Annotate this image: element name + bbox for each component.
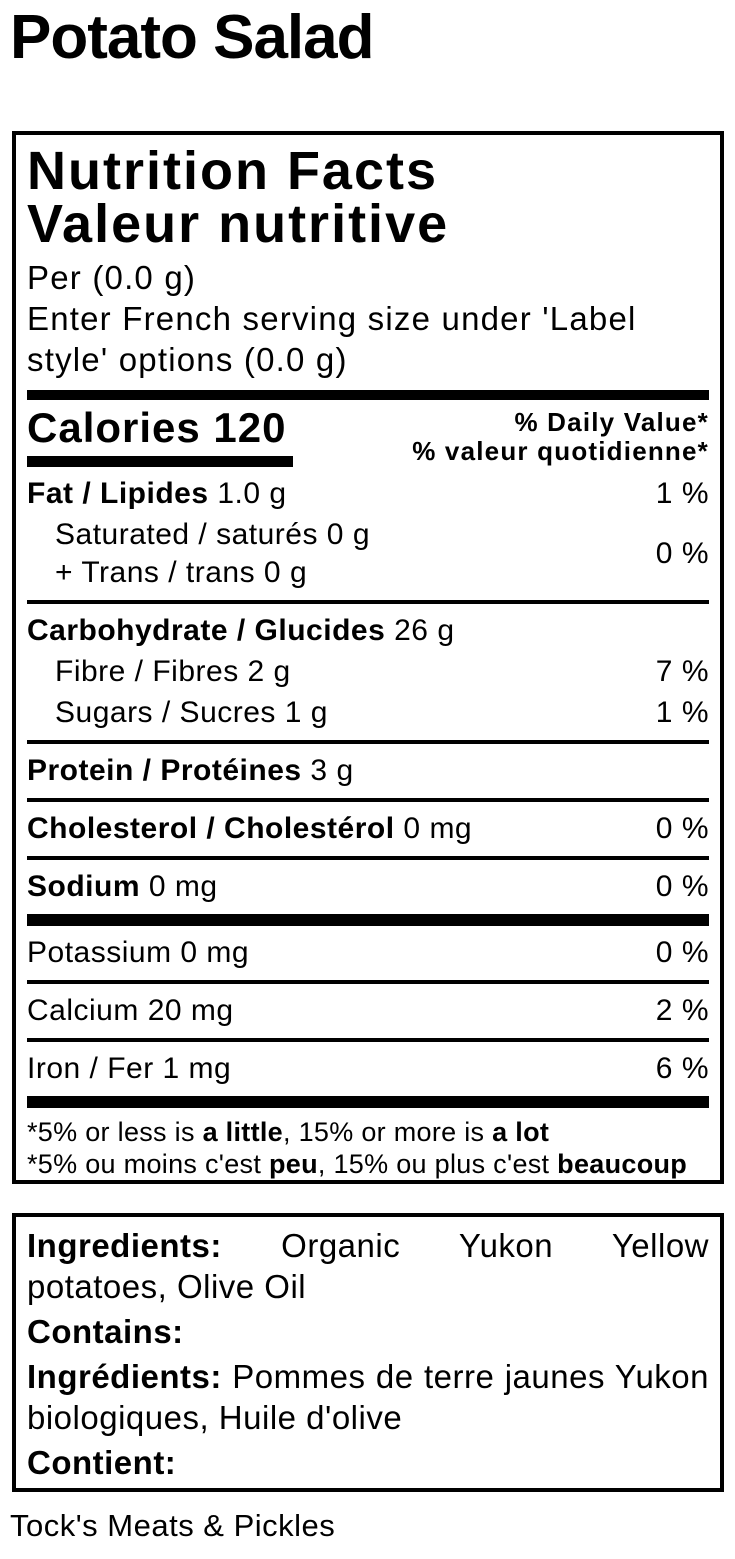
saturated-trans-label: Saturated / saturés 0 g + Trans / trans … [27,516,370,592]
ingredients-text-fr: Pommes de terre jaunes Yukon biologiques… [27,1358,710,1436]
nutrient-row-sodium: Sodium 0 mg 0 % [27,860,709,906]
daily-value-header: % Daily Value* % valeur quotidienne* [412,408,709,467]
serving-size-en: Per (0.0 g) [27,259,197,296]
sugars-daily-value: 1 % [655,696,709,729]
fat-daily-value: 1 % [655,477,709,510]
iron-daily-value: 6 % [655,1052,709,1085]
nutrient-row-fat: Fat / Lipides 1.0 g 1 % [27,467,709,513]
protein-label: Protein / Protéines 3 g [27,752,354,790]
footnote-en-bold: a lot [492,1117,550,1147]
saturated-trans-daily-value: 0 % [655,537,709,570]
calories-underline-bar [27,456,293,467]
serving-size-fr: Enter French serving size under 'Label s… [27,300,637,378]
nutrient-row-carbohydrate: Carbohydrate / Glucides 26 g [27,604,709,650]
trans-line: + Trans / trans 0 g [55,556,308,589]
iron-label: Iron / Fer 1 mg [27,1052,232,1085]
calories-block: Calories 120 [27,406,293,467]
cholesterol-name: Cholesterol / Cholestérol [27,812,395,845]
nutrient-row-sugars: Sugars / Sucres 1 g 1 % [27,691,709,732]
cholesterol-label: Cholesterol / Cholestérol 0 mg [27,810,472,848]
sodium-amount: 0 mg [148,870,218,903]
sodium-name: Sodium [27,870,140,903]
cholesterol-amount: 0 mg [403,812,473,845]
calories-label: Calories 120 [27,406,293,450]
footnote-fr-part: , 15% ou plus c'est [317,1149,558,1179]
sodium-label: Sodium 0 mg [27,868,218,906]
nutrient-row-iron: Iron / Fer 1 mg 6 % [27,1042,709,1088]
fat-amount: 1.0 g [217,477,287,510]
ingredients-panel: Ingredients: Organic Yukon Yellow potato… [12,1213,724,1492]
nutrient-row-cholesterol: Cholesterol / Cholestérol 0 mg 0 % [27,802,709,848]
sugars-label: Sugars / Sucres 1 g [55,696,328,729]
nutrient-row-potassium: Potassium 0 mg 0 % [27,926,709,972]
ingredients-label-en: Ingredients: [27,1227,222,1264]
calories-word: Calories [27,404,201,451]
carbohydrate-amount: 26 g [394,614,455,647]
footnote-en-bold: a little [202,1117,283,1147]
ingredients-en: Ingredients: Organic Yukon Yellow potato… [27,1225,709,1307]
fat-name: Fat / Lipides [27,477,209,510]
nutrition-facts-title-en: Nutrition Facts [27,141,439,201]
potassium-label: Potassium 0 mg [27,936,250,969]
cholesterol-daily-value: 0 % [655,812,709,845]
saturated-line: Saturated / saturés 0 g [55,518,371,551]
nutrient-row-saturated-trans: Saturated / saturés 0 g + Trans / trans … [27,513,709,592]
fibre-daily-value: 7 % [655,655,709,688]
nutrient-row-fibre: Fibre / Fibres 2 g 7 % [27,650,709,691]
nutrition-facts-panel: Nutrition Facts Valeur nutritive Per (0.… [12,131,724,1184]
fibre-label: Fibre / Fibres 2 g [55,655,291,688]
protein-name: Protein / Protéines [27,754,302,787]
carbohydrate-name: Carbohydrate / Glucides [27,614,386,647]
section-divider [27,980,709,984]
footnote-fr-bold: peu [268,1149,318,1179]
footnote-divider-bar [27,1096,709,1108]
footnote-en: *5% or less is a little, 15% or more is … [27,1116,709,1148]
ingredients-label-fr: Ingrédients: [27,1358,222,1395]
nutrient-row-calcium: Calcium 20 mg 2 % [27,984,709,1030]
daily-value-header-en: % Daily Value* [514,407,709,437]
brand-footer: Tock's Meats & Pickles [10,1508,336,1543]
footnote-fr-bold: beaucoup [557,1149,688,1179]
calcium-daily-value: 2 % [655,994,709,1027]
contains-label-fr: Contient: [27,1444,177,1481]
nutrient-row-protein: Protein / Protéines 3 g [27,744,709,790]
section-divider [27,1038,709,1042]
section-divider [27,600,709,604]
daily-value-header-fr: % valeur quotidienne* [412,436,709,466]
section-divider [27,798,709,802]
ingredients-fr: Ingrédients: Pommes de terre jaunes Yuko… [27,1356,709,1438]
section-divider [27,740,709,744]
potassium-daily-value: 0 % [655,936,709,969]
ingredients-text-en: Organic Yukon Yellow potatoes, Olive Oil [27,1227,710,1305]
calories-value: 120 [213,404,287,451]
footnote-fr: *5% ou moins c'est peu, 15% ou plus c'es… [27,1148,709,1180]
footnote-en-part: *5% or less is [27,1117,203,1147]
calcium-label: Calcium 20 mg [27,994,234,1027]
protein-amount: 3 g [310,754,354,787]
section-divider [27,856,709,860]
nutrition-facts-title-fr: Valeur nutritive [27,194,450,254]
micronutrient-divider-bar [27,914,709,926]
footnote-en-part: , 15% or more is [282,1117,493,1147]
header-divider-bar [27,390,709,400]
fat-label: Fat / Lipides 1.0 g [27,475,287,513]
footnote-fr-part: *5% ou moins c'est [27,1149,269,1179]
carbohydrate-label: Carbohydrate / Glucides 26 g [27,612,455,650]
contains-label-en: Contains: [27,1313,184,1350]
page-title: Potato Salad [10,3,375,72]
sodium-daily-value: 0 % [655,870,709,903]
calories-row: Calories 120 % Daily Value* % valeur quo… [27,406,709,467]
